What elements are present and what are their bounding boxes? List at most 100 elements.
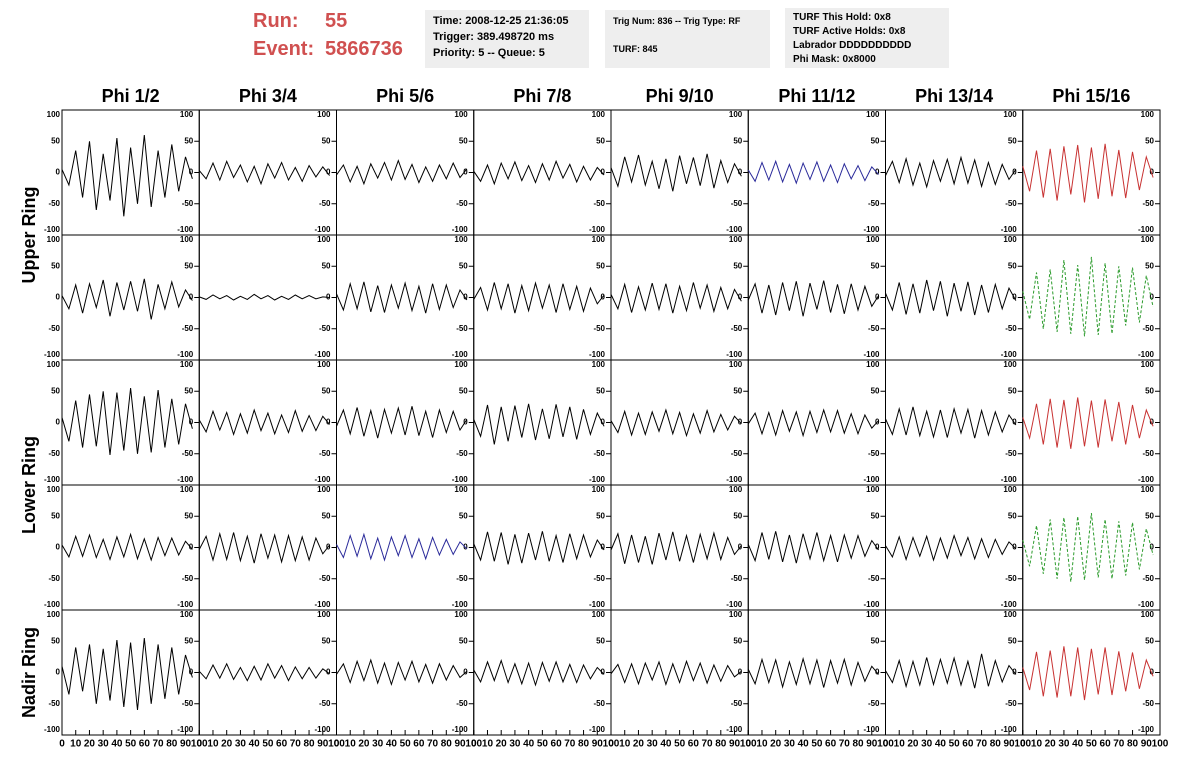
panel-frame xyxy=(473,484,612,611)
x-tick-label: 20 xyxy=(1045,739,1057,750)
y-tick-label: 50 xyxy=(1008,136,1017,145)
y-tick-label: 50 xyxy=(733,136,742,145)
x-tick-label: 80 xyxy=(578,739,590,750)
y-tick-label: -100 xyxy=(452,475,469,484)
panel-frame xyxy=(198,484,337,611)
column-label: Phi 1/2 xyxy=(102,86,160,106)
panel-frame xyxy=(198,359,337,486)
waveform xyxy=(336,658,468,687)
y-tick-label: -100 xyxy=(177,225,194,234)
x-tick-label: 40 xyxy=(798,739,810,750)
x-tick-label: 100 xyxy=(740,739,757,750)
y-tick-label: 0 xyxy=(56,543,61,552)
y-tick-label: 100 xyxy=(317,235,331,244)
x-tick-label: 50 xyxy=(674,739,686,750)
y-tick-label: 50 xyxy=(1145,511,1154,520)
panel-frame xyxy=(336,359,475,486)
waveform xyxy=(473,659,605,687)
y-tick-label: -100 xyxy=(44,600,61,609)
y-tick-label: -100 xyxy=(452,225,469,234)
y-tick-label: -100 xyxy=(589,350,606,359)
y-tick-label: 0 xyxy=(1012,668,1017,677)
waveform xyxy=(336,406,468,439)
y-tick-label: 0 xyxy=(326,418,331,427)
panel-frame xyxy=(747,609,886,736)
x-tick-label: 80 xyxy=(990,739,1002,750)
y-tick-label: 100 xyxy=(866,235,880,244)
panel-frame xyxy=(747,109,886,236)
waveform xyxy=(473,403,605,445)
x-tick-label: 90 xyxy=(317,739,329,750)
x-tick-label: 0 xyxy=(608,739,614,750)
y-tick-label: -50 xyxy=(593,449,605,458)
x-tick-label: 50 xyxy=(400,739,412,750)
y-tick-label: -100 xyxy=(452,350,469,359)
x-tick-label: 50 xyxy=(537,739,549,750)
x-tick-label: 90 xyxy=(180,739,192,750)
y-tick-label: -50 xyxy=(182,574,194,583)
y-tick-label: 50 xyxy=(184,386,193,395)
y-tick-label: -100 xyxy=(589,600,606,609)
y-tick-label: 100 xyxy=(1141,360,1155,369)
y-tick-label: 0 xyxy=(601,168,606,177)
y-tick-label: 0 xyxy=(1012,418,1017,427)
waveform xyxy=(61,388,193,456)
y-tick-label: -100 xyxy=(863,725,880,734)
y-tick-label: -50 xyxy=(182,449,194,458)
x-tick-label: 10 xyxy=(1031,739,1043,750)
y-tick-label: 100 xyxy=(866,110,880,119)
x-tick-label: 80 xyxy=(852,739,864,750)
x-tick-label: 70 xyxy=(290,739,302,750)
waveform xyxy=(747,408,879,438)
y-tick-label: 50 xyxy=(51,261,60,270)
y-tick-label: 100 xyxy=(592,610,606,619)
y-tick-label: -100 xyxy=(863,600,880,609)
x-tick-label: 30 xyxy=(509,739,521,750)
waveform xyxy=(473,159,605,186)
x-tick-label: 80 xyxy=(166,739,178,750)
column-label: Phi 15/16 xyxy=(1052,86,1130,106)
x-tick-label: 70 xyxy=(153,739,165,750)
y-tick-label: 100 xyxy=(866,610,880,619)
y-tick-label: 50 xyxy=(51,636,60,645)
x-tick-label: 20 xyxy=(633,739,645,750)
y-tick-label: 50 xyxy=(1008,386,1017,395)
waveform xyxy=(61,638,193,711)
y-tick-label: 0 xyxy=(1012,293,1017,302)
waveform xyxy=(610,659,742,687)
waveform xyxy=(885,406,1017,439)
x-tick-label: 40 xyxy=(660,739,672,750)
x-tick-label: 40 xyxy=(249,739,261,750)
y-tick-label: 100 xyxy=(592,360,606,369)
x-tick-label: 60 xyxy=(276,739,288,750)
x-tick-label: 30 xyxy=(921,739,933,750)
y-tick-label: -50 xyxy=(182,699,194,708)
y-tick-label: 0 xyxy=(189,168,194,177)
y-tick-label: 100 xyxy=(180,360,194,369)
y-tick-label: 50 xyxy=(733,511,742,520)
y-tick-label: 50 xyxy=(322,261,331,270)
column-label: Phi 5/6 xyxy=(376,86,434,106)
y-tick-label: -50 xyxy=(182,199,194,208)
x-tick-label: 40 xyxy=(1072,739,1084,750)
y-tick-label: 50 xyxy=(184,511,193,520)
y-tick-label: -50 xyxy=(1142,199,1154,208)
x-tick-label: 100 xyxy=(465,739,482,750)
y-tick-label: -50 xyxy=(456,449,468,458)
info-line: TURF: 845 xyxy=(613,44,658,54)
y-tick-label: 0 xyxy=(463,418,468,427)
panel-frame xyxy=(198,234,337,361)
panel-frame xyxy=(610,109,749,236)
y-tick-label: -100 xyxy=(1138,350,1155,359)
row-label: Nadir Ring xyxy=(19,627,39,718)
x-tick-label: 60 xyxy=(551,739,563,750)
x-tick-label: 90 xyxy=(454,739,466,750)
trig-box: Trig Num: 836 -- Trig Type: RF TURF: 845 xyxy=(605,10,770,68)
y-tick-label: 50 xyxy=(1008,261,1017,270)
y-tick-label: -100 xyxy=(452,725,469,734)
y-tick-label: 50 xyxy=(733,386,742,395)
y-tick-label: 100 xyxy=(180,110,194,119)
x-tick-label: 50 xyxy=(949,739,961,750)
waveform xyxy=(61,532,193,562)
